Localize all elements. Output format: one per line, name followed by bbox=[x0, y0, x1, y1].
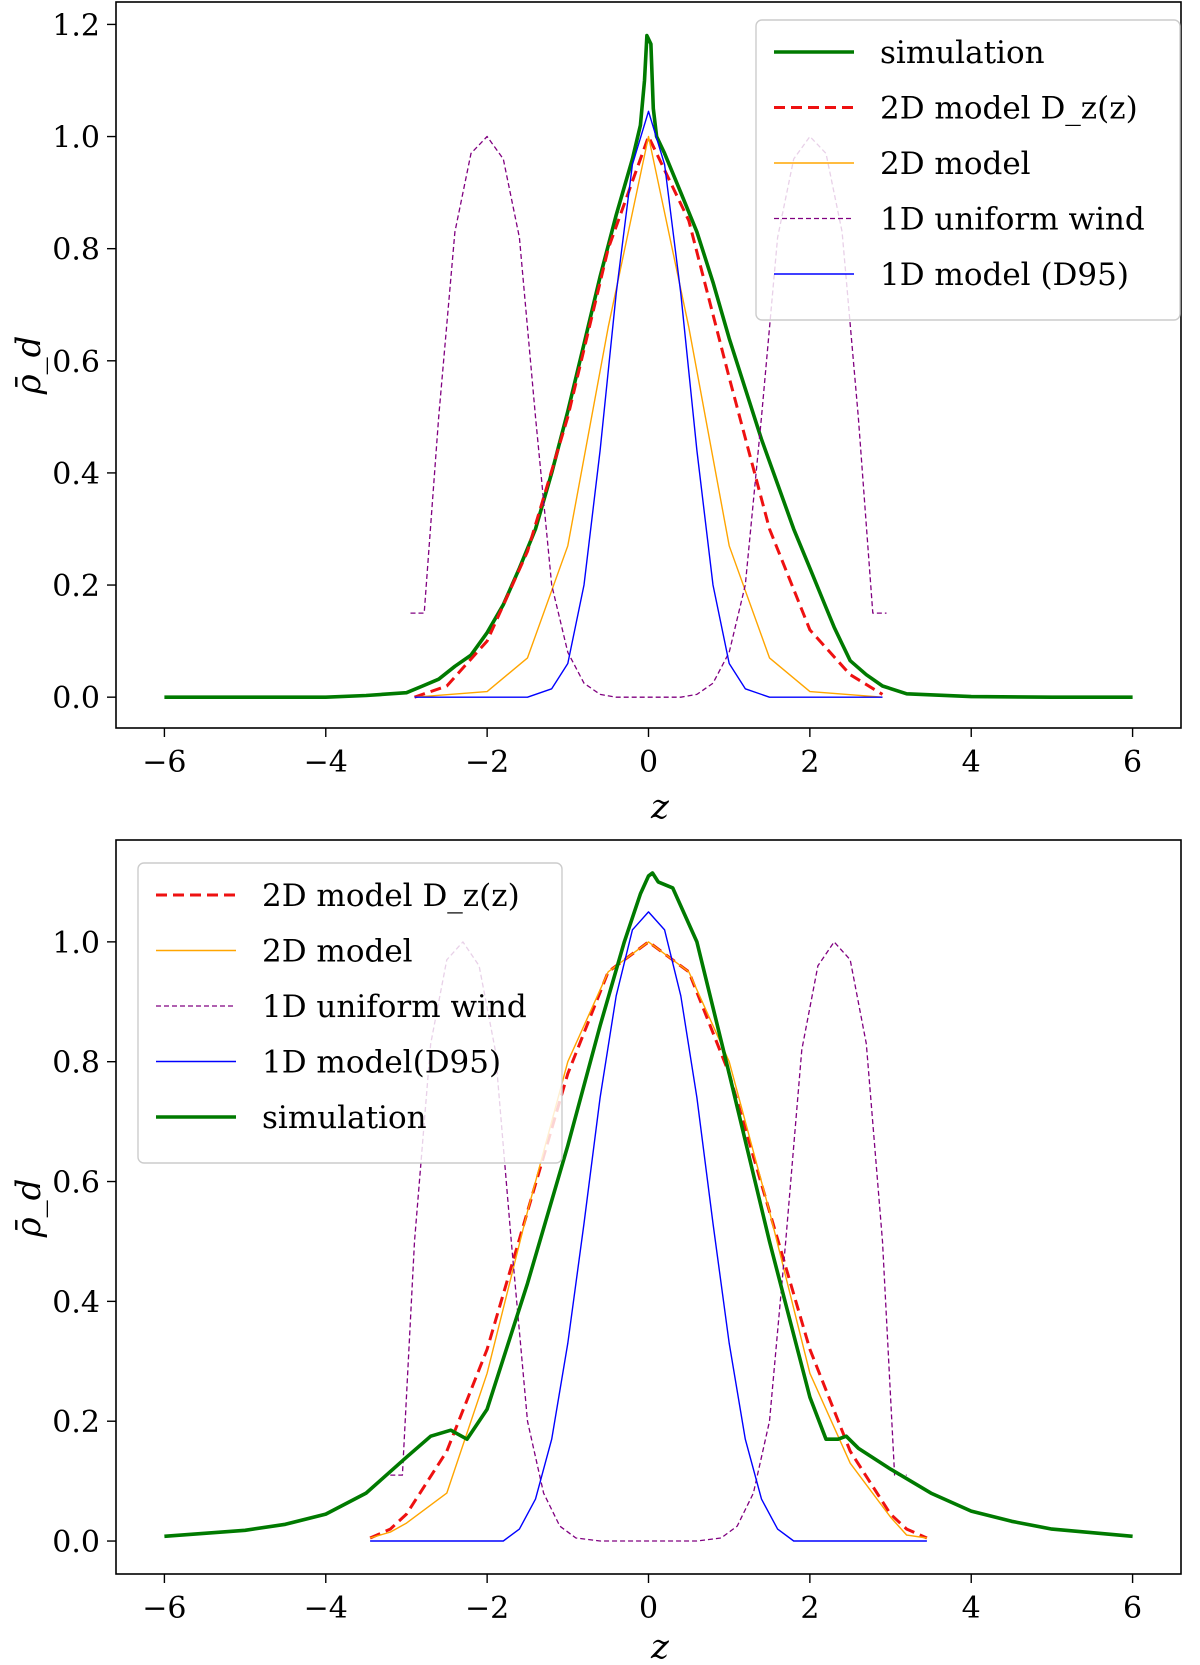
legend-label-simulation: simulation bbox=[880, 35, 1045, 71]
x-tick-label: −4 bbox=[304, 1591, 348, 1626]
legend-label-1d-model-d95: 1D model(D95) bbox=[262, 1045, 501, 1081]
x-tick-label: 0 bbox=[639, 745, 658, 780]
chart-panel-bottom: ρ̄_d z −6 −4 −2 0 2 4 6 0.0 0.2 0.4 0.6 0.8 1.0 2D mo… bbox=[9, 839, 1182, 1665]
legend-label-2d-model: 2D model bbox=[880, 146, 1031, 182]
y-tick-label: 0.6 bbox=[52, 1166, 100, 1201]
legend-label-1d-uniform-wind: 1D uniform wind bbox=[880, 202, 1145, 238]
series-line-2d-model-dz bbox=[369, 940, 928, 1540]
series-line-simulation bbox=[164, 871, 1133, 1539]
series-line-2d-model bbox=[369, 941, 927, 1539]
legend: 2D model D_z(z) 2D model 1D uniform wind 1D… bbox=[137, 862, 563, 1164]
legend-box bbox=[137, 862, 563, 1164]
x-tick-label: 6 bbox=[1123, 1591, 1142, 1626]
series-line-1d-uniform-wind bbox=[410, 135, 887, 698]
x-axis-label-bottom: z bbox=[650, 1627, 670, 1665]
legend-label-simulation: simulation bbox=[262, 1100, 427, 1136]
y-tick-label: 0.6 bbox=[52, 345, 100, 380]
legend-label-2d-model-dz: 2D model D_z(z) bbox=[880, 91, 1138, 127]
x-tick-label: 4 bbox=[962, 1591, 981, 1626]
y-tick-label: 0.4 bbox=[52, 457, 100, 492]
legend-label-2d-model: 2D model bbox=[262, 934, 413, 970]
series-line-1d-model-d95 bbox=[370, 911, 927, 1542]
x-tick-label: 0 bbox=[639, 1591, 658, 1626]
y-tick-label: 1.0 bbox=[52, 926, 100, 961]
y-axis-label-bottom: ρ̄_d bbox=[9, 1179, 49, 1239]
legend-box bbox=[755, 19, 1181, 321]
x-tick-label: 6 bbox=[1123, 745, 1142, 780]
y-tick-label: 0.2 bbox=[52, 1405, 100, 1440]
legend-label-1d-model-d95: 1D model (D95) bbox=[880, 257, 1129, 293]
y-tick-label: 0.0 bbox=[52, 681, 100, 716]
series-line-2d-model-dz bbox=[414, 135, 884, 699]
chart-panel-top: ρ̄_d z −6 −4 −2 0 2 4 6 0.0 0.2 0.4 0.6 0.8 1.0 1.2 si… bbox=[9, 1, 1182, 827]
x-tick-label: −4 bbox=[304, 745, 348, 780]
legend-label-2d-model-dz: 2D model D_z(z) bbox=[262, 878, 520, 914]
x-tick-label: −6 bbox=[142, 745, 186, 780]
x-tick-label: −2 bbox=[465, 745, 509, 780]
x-axis-label-top: z bbox=[650, 787, 670, 827]
x-tick-label: 2 bbox=[800, 1591, 819, 1626]
x-tick-label: 2 bbox=[800, 745, 819, 780]
y-tick-label: 0.4 bbox=[52, 1285, 100, 1320]
legend-label-1d-uniform-wind: 1D uniform wind bbox=[262, 989, 527, 1025]
series-line-2d-model bbox=[414, 135, 883, 698]
y-tick-label: 0.8 bbox=[52, 1046, 100, 1081]
series-line-1d-model-d95 bbox=[414, 110, 883, 698]
x-tick-label: 4 bbox=[962, 745, 981, 780]
legend: simulation 2D model D_z(z) 2D model 1D unif… bbox=[755, 19, 1181, 321]
y-tick-label: 0.2 bbox=[52, 569, 100, 604]
y-tick-label: 1.0 bbox=[52, 121, 100, 156]
x-tick-label: −6 bbox=[142, 1591, 186, 1626]
y-tick-label: 0.8 bbox=[52, 233, 100, 268]
y-tick-label: 1.2 bbox=[52, 8, 100, 43]
y-tick-label: 0.0 bbox=[52, 1525, 100, 1560]
y-axis-label-top: ρ̄_d bbox=[9, 336, 49, 396]
series-line-simulation bbox=[164, 33, 1133, 699]
x-tick-label: −2 bbox=[465, 1591, 509, 1626]
